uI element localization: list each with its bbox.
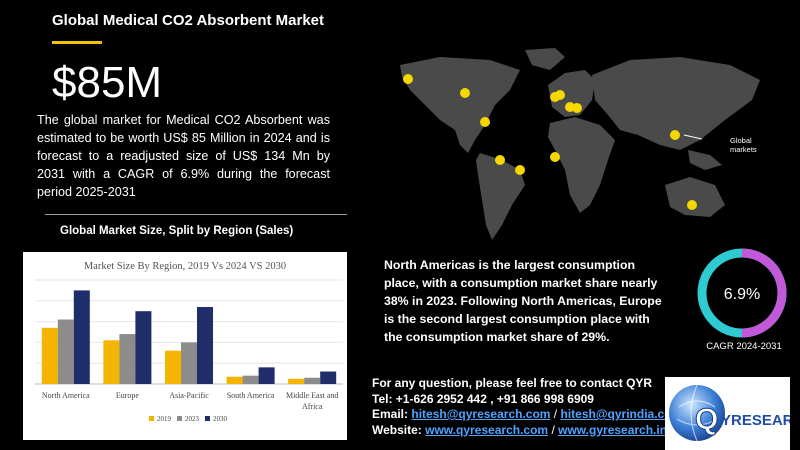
contact-email-line: Email: hitesh@qyresearch.com / hitesh@qy… bbox=[372, 407, 682, 423]
bar-chart: Market Size By Region, 2019 Vs 2024 VS 2… bbox=[35, 261, 343, 423]
contact-intro: For any question, please feel free to co… bbox=[372, 376, 653, 390]
region-share-text: North Americas is the largest consumptio… bbox=[384, 258, 662, 344]
email-link-1[interactable]: hitesh@qyresearch.com bbox=[411, 407, 551, 421]
contact-tel-line: Tel: +1-626 2952 442 , +91 866 998 6909 bbox=[372, 392, 682, 408]
cagr-donut: 6.9% bbox=[697, 248, 787, 338]
chart-title: Market Size By Region, 2019 Vs 2024 VS 2… bbox=[84, 261, 286, 272]
bar bbox=[242, 375, 259, 384]
email-label: Email: bbox=[372, 407, 409, 421]
section-divider bbox=[45, 214, 347, 215]
bar bbox=[258, 367, 275, 384]
email-link-2[interactable]: hitesh@qyrindia.com bbox=[560, 407, 683, 421]
bar bbox=[320, 371, 337, 384]
section-heading: Global Market Size, Split by Region (Sal… bbox=[60, 225, 294, 237]
bar bbox=[41, 327, 58, 384]
annotation-leader bbox=[683, 134, 703, 140]
x-tick-label: South America bbox=[227, 391, 275, 400]
market-value: $85M bbox=[52, 58, 163, 107]
contact-website-line: Website: www.qyresearch.com / www.gyrese… bbox=[372, 423, 682, 439]
legend-label: 2023 bbox=[185, 415, 200, 423]
bar bbox=[226, 376, 243, 384]
website-label: Website: bbox=[372, 422, 422, 437]
tel-numbers: +1-626 2952 442 , +91 866 998 6909 bbox=[395, 391, 594, 406]
globe-icon bbox=[669, 385, 725, 441]
map-annotation-line-1: Global bbox=[730, 136, 752, 145]
bar bbox=[57, 319, 74, 384]
x-tick-label: Europe bbox=[116, 391, 140, 400]
donut-ring-secondary bbox=[697, 248, 787, 338]
market-marker bbox=[687, 200, 697, 210]
market-marker bbox=[670, 130, 680, 140]
bar bbox=[197, 307, 213, 384]
market-marker bbox=[480, 117, 490, 127]
bar bbox=[288, 378, 305, 384]
legend-label: 2019 bbox=[157, 415, 172, 423]
legend-label: 2030 bbox=[213, 415, 228, 423]
legend-swatch bbox=[177, 416, 182, 421]
market-marker bbox=[515, 165, 525, 175]
legend-swatch bbox=[149, 416, 154, 421]
world-map: Global markets bbox=[400, 48, 760, 240]
page-title: Global Medical CO2 Absorbent Market bbox=[52, 12, 324, 29]
bar-chart-panel: Market Size By Region, 2019 Vs 2024 VS 2… bbox=[23, 252, 347, 440]
legend-swatch bbox=[205, 416, 210, 421]
bar bbox=[103, 340, 120, 384]
bar bbox=[135, 311, 152, 384]
qyresearch-logo: Q YRESEARCH bbox=[665, 377, 790, 450]
contact-block: For any question, please feel free to co… bbox=[372, 376, 682, 438]
bar bbox=[119, 334, 136, 384]
map-landmasses bbox=[400, 48, 760, 240]
bar bbox=[73, 290, 90, 384]
x-tick-label: Middle East and bbox=[286, 391, 338, 400]
website-link-2[interactable]: www.gyresearch.in bbox=[558, 422, 668, 437]
bar bbox=[165, 350, 181, 384]
market-marker bbox=[495, 155, 505, 165]
cagr-value: 6.9% bbox=[724, 286, 760, 303]
market-marker bbox=[572, 103, 582, 113]
title-underline bbox=[52, 41, 102, 44]
website-link-1[interactable]: www.qyresearch.com bbox=[425, 422, 549, 437]
bar bbox=[304, 377, 321, 384]
cagr-label: CAGR 2024-2031 bbox=[706, 341, 782, 352]
x-tick-label: Asia-Pacific bbox=[169, 391, 209, 400]
market-marker bbox=[403, 74, 413, 84]
market-summary: The global market for Medical CO2 Absorb… bbox=[37, 113, 330, 199]
market-marker bbox=[550, 152, 560, 162]
tel-label: Tel: bbox=[372, 391, 393, 406]
separator: / bbox=[551, 422, 555, 437]
bar bbox=[181, 342, 197, 384]
market-marker bbox=[555, 90, 565, 100]
separator: / bbox=[553, 407, 558, 421]
x-tick-label: Africa bbox=[302, 402, 323, 411]
x-tick-label: North America bbox=[42, 391, 90, 400]
market-marker bbox=[460, 88, 470, 98]
map-annotation-line-2: markets bbox=[730, 145, 757, 154]
svg-text:Q: Q bbox=[695, 403, 718, 436]
svg-text:YRESEARCH: YRESEARCH bbox=[721, 412, 790, 429]
